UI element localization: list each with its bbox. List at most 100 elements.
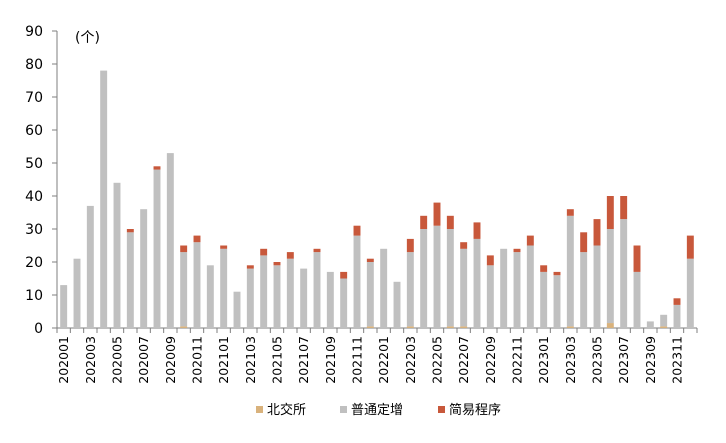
x-tick-label: 202209 (483, 336, 498, 384)
legend-swatch (340, 406, 347, 413)
bar-segment-3 (420, 215, 428, 229)
bar-segment-3 (406, 238, 414, 253)
x-tick-label: 202201 (376, 336, 391, 384)
bar-segment-2 (646, 321, 654, 328)
bar-segment-3 (526, 235, 534, 246)
y-tick-label: 60 (25, 123, 43, 139)
bar-segment-2 (593, 245, 601, 328)
x-tick-label: 202205 (430, 336, 445, 384)
bar-segment-2 (580, 252, 588, 328)
y-tick-label: 30 (25, 222, 43, 238)
bar-segment-2 (166, 153, 174, 328)
bar-segment-3 (486, 255, 494, 266)
bar-segment-2 (540, 271, 548, 328)
y-tick-label: 70 (25, 90, 43, 106)
bar-segment-1 (606, 323, 614, 328)
bar-segment-3 (153, 166, 161, 170)
x-tick-label: 202307 (616, 336, 631, 384)
bar-segment-3 (686, 235, 694, 259)
bar-segment-3 (246, 265, 254, 269)
bar-segment-2 (500, 248, 508, 328)
x-tick-label: 202105 (270, 336, 285, 384)
bar-segment-2 (673, 304, 681, 328)
bar-segment-2 (140, 209, 148, 328)
y-tick-label: 50 (25, 156, 43, 172)
bar-segment-3 (566, 209, 574, 216)
legend-swatch (438, 406, 445, 413)
bar-segment-2 (300, 268, 308, 328)
bar-segment-3 (220, 245, 228, 249)
bar-segment-3 (606, 196, 614, 229)
bar-segment-1 (566, 326, 574, 328)
bar-segment-2 (473, 238, 481, 328)
bar-segment-3 (593, 219, 601, 246)
x-tick-label: 202109 (323, 336, 338, 384)
bar-segment-1 (446, 326, 454, 328)
legend: 北交所 普通定增 简易程序 (256, 402, 501, 418)
y-tick-label: 10 (25, 288, 43, 304)
bar-segment-1 (180, 326, 188, 328)
bar-segment-2 (246, 268, 254, 328)
bar-segment-2 (553, 275, 561, 328)
bar-segment-2 (233, 291, 241, 328)
bar-segment-2 (180, 252, 188, 327)
bar-segment-3 (580, 232, 588, 253)
bar-segment-2 (606, 229, 614, 324)
bar-segment-2 (380, 248, 388, 328)
bar-segment-3 (473, 222, 481, 239)
x-tick-label: 202005 (110, 336, 125, 384)
bar-segment-2 (193, 242, 201, 328)
bar-segment-2 (220, 248, 228, 328)
bar-segment-2 (406, 252, 414, 327)
x-tick-label: 202101 (216, 336, 231, 384)
bar-segment-2 (366, 262, 374, 327)
bar-segment-2 (313, 252, 321, 328)
bar-segment-2 (620, 219, 628, 328)
bar-segment-2 (633, 271, 641, 328)
bar-segment-3 (633, 245, 641, 272)
bar-segment-3 (180, 245, 188, 253)
bar-segment-3 (673, 298, 681, 305)
bar-segment-2 (206, 265, 214, 328)
bar-segment-2 (86, 205, 94, 328)
y-tick-label: 20 (25, 255, 43, 271)
bar-segment-2 (526, 245, 534, 328)
bar-segment-2 (126, 232, 134, 328)
legend-label: 简易程序 (449, 402, 501, 418)
x-axis: 202001 202003 202005 202007 202009 202011 2021… (56, 327, 698, 384)
legend-label: 普通定增 (351, 403, 403, 418)
x-tick-label: 202203 (403, 336, 418, 384)
bar-segment-3 (433, 202, 441, 226)
bar-segment-2 (446, 229, 454, 327)
bar-segment-2 (486, 265, 494, 328)
x-tick-label: 202007 (136, 336, 151, 384)
x-tick-label: 202309 (643, 336, 658, 384)
bar-segment-3 (340, 271, 348, 279)
y-tick-label: 0 (34, 321, 43, 337)
y-tick-label: 90 (25, 24, 43, 40)
bar-segment-2 (460, 248, 468, 327)
bar-segment-3 (260, 248, 268, 256)
x-tick-label: 202305 (590, 336, 605, 384)
x-tick-label: 202001 (56, 336, 71, 384)
bar-segment-2 (100, 70, 108, 328)
bar-segment-2 (286, 258, 294, 328)
x-tick-label: 202207 (456, 336, 471, 384)
bar-segment-2 (566, 215, 574, 327)
bar-segment-3 (286, 252, 294, 259)
bar-segment-2 (433, 225, 441, 328)
bar-segment-3 (353, 225, 361, 236)
legend-swatch (256, 406, 263, 413)
bar-segment-3 (126, 229, 134, 233)
bar-segment-2 (660, 314, 668, 327)
bar-segment-2 (153, 169, 161, 328)
bar-segment-3 (366, 258, 374, 262)
x-tick-label: 202303 (563, 336, 578, 384)
bar-segment-2 (273, 265, 281, 328)
bar-segment-2 (326, 271, 334, 328)
y-tick-label: 80 (25, 57, 43, 73)
bar-segment-2 (513, 252, 521, 328)
y-axis: 0 10 20 30 40 50 60 70 80 90 (25, 24, 58, 337)
